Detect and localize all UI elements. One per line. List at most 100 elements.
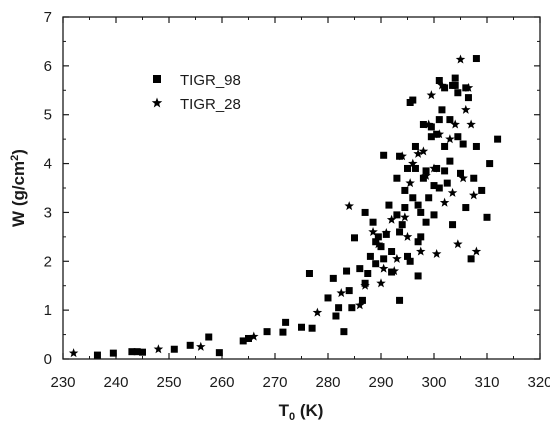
data-point-square xyxy=(409,96,417,104)
data-point-square xyxy=(374,233,382,241)
data-point-star xyxy=(461,104,471,114)
data-point-square xyxy=(364,270,372,277)
y-tick-label: 1 xyxy=(44,302,52,319)
y-tick-label: 4 xyxy=(44,156,52,173)
data-point-square xyxy=(401,186,409,194)
data-point-square xyxy=(472,142,480,150)
data-point-star xyxy=(439,197,450,207)
data-point-square xyxy=(404,252,411,260)
data-point-square xyxy=(215,349,223,357)
data-point-star xyxy=(450,119,460,129)
data-point-star xyxy=(415,246,426,256)
data-point-star xyxy=(68,348,79,358)
data-point-square xyxy=(451,74,459,82)
data-point-square xyxy=(411,164,419,172)
plot-frame xyxy=(62,16,541,360)
series-tigr-98 xyxy=(93,55,502,359)
y-tick-label: 0 xyxy=(44,351,52,368)
data-point-square xyxy=(308,324,316,332)
x-tick-label: 280 xyxy=(315,374,340,391)
data-point-square xyxy=(472,55,480,63)
y-tick-label: 6 xyxy=(44,58,52,75)
data-point-square xyxy=(414,272,422,280)
legend-star-marker xyxy=(151,97,163,108)
data-point-star xyxy=(431,248,442,258)
data-point-star xyxy=(437,80,447,90)
data-point-square xyxy=(332,312,340,320)
data-point-square xyxy=(340,328,348,336)
data-point-star xyxy=(344,201,354,211)
data-point-star xyxy=(408,158,418,168)
data-point-square xyxy=(464,94,472,102)
x-tick-label: 320 xyxy=(527,374,550,391)
data-point-square xyxy=(369,218,377,226)
data-point-square xyxy=(435,116,443,124)
legend-item-tigr98: TIGR_98 xyxy=(153,72,241,89)
data-point-square xyxy=(414,238,422,246)
data-point-star xyxy=(447,187,458,197)
data-point-square xyxy=(454,89,462,97)
x-tick-label: 260 xyxy=(209,374,234,391)
data-point-square xyxy=(435,184,443,192)
data-point-square xyxy=(470,174,478,182)
data-point-square xyxy=(451,81,459,89)
data-point-square xyxy=(109,349,117,357)
data-point-square xyxy=(425,194,433,202)
data-point-star xyxy=(373,239,384,249)
data-point-square xyxy=(446,157,454,165)
data-point-square xyxy=(414,201,422,209)
data-point-square xyxy=(427,133,435,141)
data-point-square xyxy=(205,333,213,341)
data-point-square xyxy=(186,341,194,349)
y-axis-title: W (g/cm2) xyxy=(9,149,28,227)
data-point-square xyxy=(494,135,502,143)
x-tick-label: 250 xyxy=(156,374,181,391)
data-point-star xyxy=(389,266,400,276)
x-tick-label: 230 xyxy=(50,374,75,391)
legend-label-tigr28: TIGR_28 xyxy=(180,96,241,113)
data-point-star xyxy=(400,212,410,222)
data-point-square xyxy=(441,142,449,150)
tick-labels: 230 240 250 260 270 280 290 300 310 320 0 1 2 3 4 5 6 7 xyxy=(44,9,550,391)
data-point-square xyxy=(377,243,385,251)
data-point-square xyxy=(478,186,486,194)
data-point-star xyxy=(402,231,413,241)
data-point-star xyxy=(249,331,259,341)
data-point-star xyxy=(445,134,455,144)
y-tick-label: 5 xyxy=(44,107,52,124)
data-point-square xyxy=(483,213,491,221)
legend-label-tigr98: TIGR_98 xyxy=(180,72,241,89)
data-point-square xyxy=(417,233,425,241)
x-axis-title: T0 (K) xyxy=(279,401,324,423)
data-point-square xyxy=(486,160,494,168)
legend: TIGR_98 TIGR_28 xyxy=(151,72,241,113)
data-point-square xyxy=(441,167,449,175)
data-point-square xyxy=(361,208,369,216)
data-point-square xyxy=(441,84,449,92)
data-point-square xyxy=(449,221,457,229)
data-point-square xyxy=(422,218,430,226)
data-point-square xyxy=(459,140,467,148)
data-point-square xyxy=(404,164,411,172)
data-point-square xyxy=(398,221,406,229)
data-point-star xyxy=(312,307,323,317)
data-point-star xyxy=(381,227,392,237)
data-point-square xyxy=(133,348,141,356)
data-point-square xyxy=(128,348,136,356)
data-point-star xyxy=(376,278,386,288)
data-point-square xyxy=(282,318,290,326)
data-point-star xyxy=(455,54,466,64)
data-point-square xyxy=(446,116,454,124)
data-point-square xyxy=(393,211,401,219)
data-point-square xyxy=(435,77,443,85)
data-point-star xyxy=(378,263,389,273)
x-tick-label: 290 xyxy=(368,374,393,391)
data-point-star xyxy=(397,151,407,161)
data-point-star xyxy=(466,119,476,129)
data-point-square xyxy=(239,337,247,345)
data-point-star xyxy=(421,170,431,180)
data-point-square xyxy=(170,345,178,353)
data-point-square xyxy=(335,304,343,312)
x-tick-label: 300 xyxy=(421,374,446,391)
data-point-square xyxy=(343,267,351,275)
